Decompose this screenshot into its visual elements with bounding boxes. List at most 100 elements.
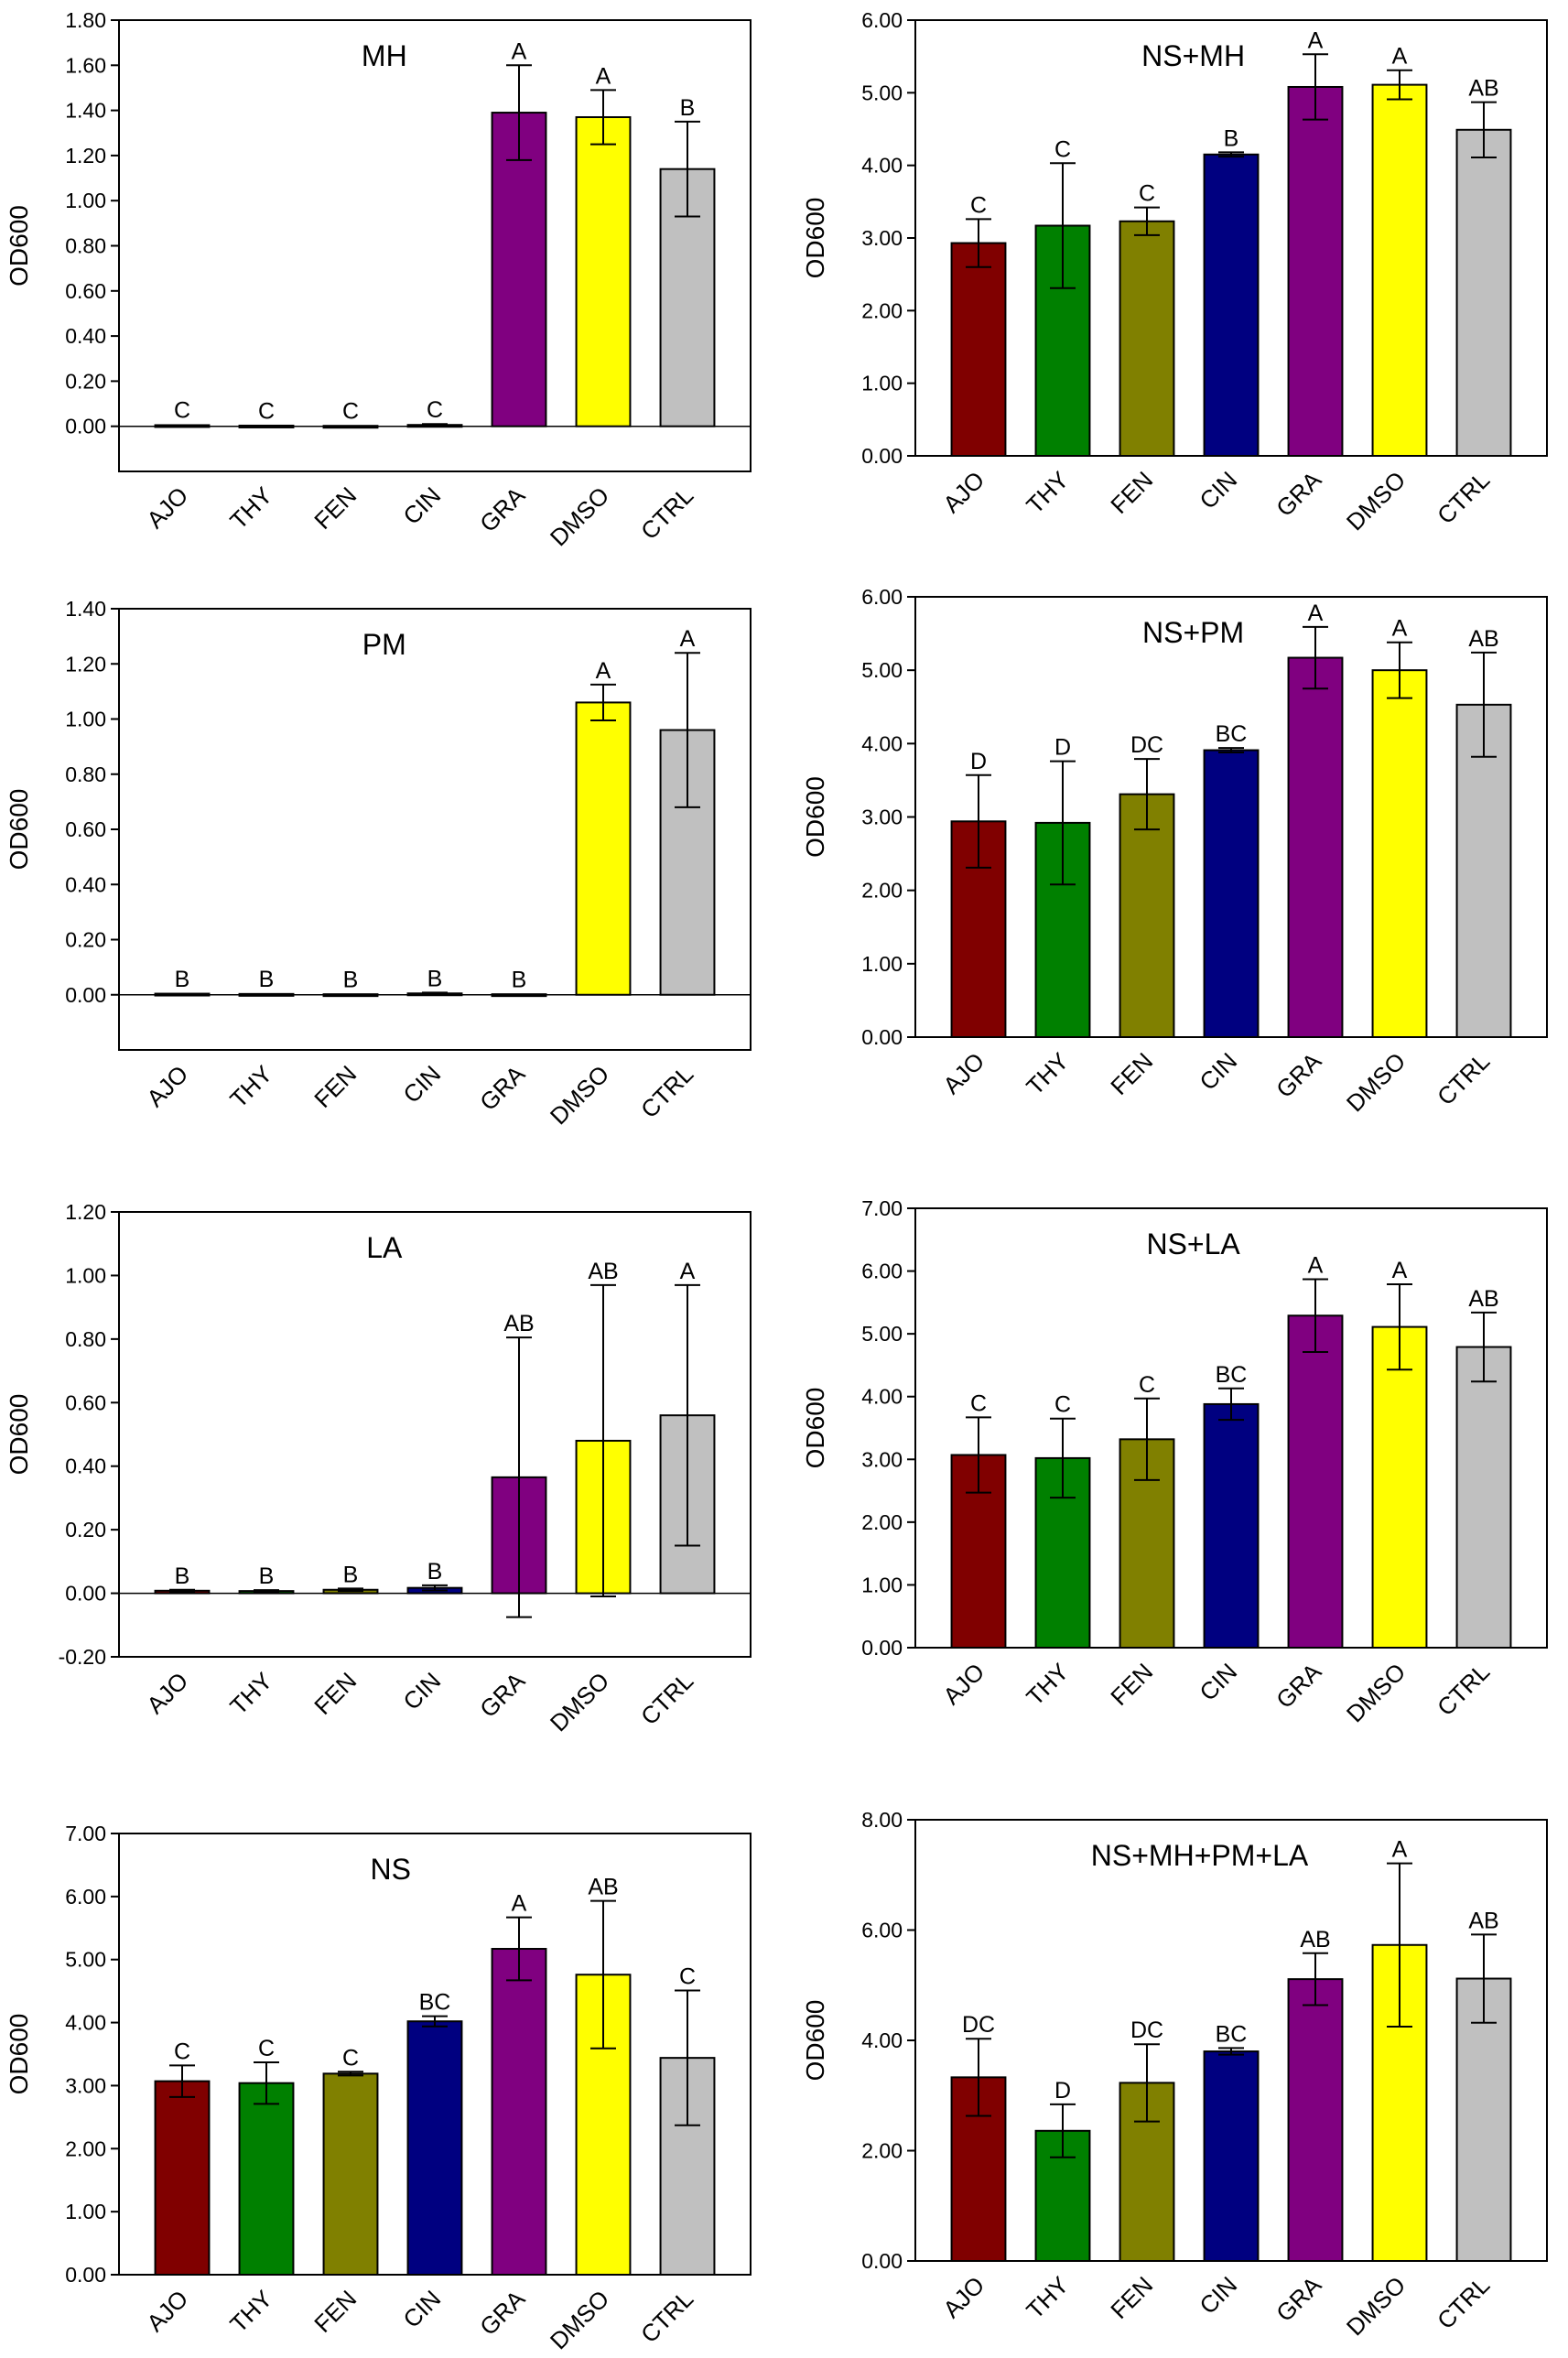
- bar-gra: [491, 993, 547, 998]
- bar-cin: [1203, 2050, 1260, 2263]
- x-tick-label: AJO: [937, 1047, 989, 1099]
- x-tick-label: FEN: [1105, 2271, 1158, 2324]
- x-tick-label: THY: [1021, 466, 1074, 519]
- significance-letter: AB: [1468, 1286, 1498, 1312]
- significance-letter: C: [258, 398, 275, 424]
- chart-panel-ns-mh: 0.00 1.00 2.00 3.00 4.00 5.00 6.00 OD600 NS+MH C A…: [801, 8, 1548, 535]
- x-tick-label: THY: [1021, 1658, 1074, 1711]
- y-tick-label: 1.00: [861, 372, 903, 395]
- y-axis-label: OD600: [801, 2000, 829, 2082]
- y-tick-label: 1.00: [65, 2200, 106, 2223]
- x-tick-label: CTRL: [1432, 466, 1495, 529]
- x-tick-label: FEN: [308, 1667, 362, 1720]
- y-tick-label: 1.00: [65, 1263, 106, 1287]
- significance-letter: BC: [1216, 2021, 1248, 2047]
- y-axis-label: OD600: [5, 789, 33, 871]
- significance-letter: B: [259, 1563, 275, 1589]
- x-tick-label: FEN: [1105, 466, 1158, 519]
- significance-letter: A: [1308, 1252, 1324, 1278]
- y-axis-label: OD600: [801, 776, 829, 858]
- y-tick-label: 4.00: [861, 731, 903, 755]
- chart-title: NS+LA: [1146, 1228, 1240, 1260]
- significance-letter: AB: [503, 1311, 534, 1336]
- significance-letter: DC: [962, 2012, 995, 2038]
- y-tick-label: 0.80: [65, 1327, 106, 1351]
- plot-frame: [118, 1211, 752, 1658]
- significance-letter: A: [680, 1259, 696, 1284]
- chart-panel-mh: 0.00 0.20 0.40 0.60 0.80 1.00 1.20 1.40 1.60 1.80…: [5, 8, 752, 551]
- x-tick-label: THY: [224, 1667, 277, 1720]
- y-tick-label: 0.00: [65, 983, 106, 1007]
- x-tick-label: AJO: [141, 2285, 193, 2337]
- y-tick-label: 0.00: [861, 1025, 903, 1049]
- significance-letter: C: [342, 399, 359, 425]
- bar-dmso: [575, 115, 632, 427]
- x-tick-label: AJO: [141, 1667, 193, 1719]
- x-tick-label: DMSO: [1341, 1658, 1411, 1727]
- x-tick-label: DMSO: [545, 1667, 614, 1736]
- x-tick-label: FEN: [308, 481, 362, 535]
- x-tick-label: THY: [224, 1060, 277, 1113]
- y-tick-label: 4.00: [861, 154, 903, 178]
- x-tick-label: DMSO: [545, 481, 614, 551]
- x-tick-label: CIN: [397, 1667, 446, 1715]
- x-tick-label: DMSO: [1341, 466, 1411, 535]
- y-tick-label: 1.80: [65, 8, 106, 32]
- significance-letter: B: [175, 967, 190, 992]
- bar-fen: [322, 993, 379, 998]
- y-axis-label: OD600: [5, 1394, 33, 1476]
- y-tick-label: 1.60: [65, 53, 106, 77]
- x-tick-label: CTRL: [635, 1060, 698, 1123]
- x-tick-label: AJO: [937, 466, 989, 518]
- bar-gra: [1287, 1314, 1344, 1650]
- bar-ajo: [154, 2080, 211, 2277]
- chart-title: NS+MH+PM+LA: [1091, 1839, 1309, 1872]
- x-tick-label: DMSO: [545, 1060, 614, 1130]
- chart-panel-ns: 0.00 1.00 2.00 3.00 4.00 5.00 6.00 7.00 OD600 NS C…: [5, 1822, 752, 2354]
- x-tick-label: CTRL: [635, 1667, 698, 1730]
- chart-panel-ns-la: 0.00 1.00 2.00 3.00 4.00 5.00 6.00 7.00 OD600 NS+…: [801, 1196, 1548, 1727]
- significance-letter: B: [680, 95, 696, 121]
- y-tick-label: 0.00: [65, 415, 106, 438]
- x-tick-label: AJO: [141, 1060, 193, 1112]
- significance-letter: B: [427, 1559, 443, 1585]
- significance-letter: B: [175, 1563, 190, 1589]
- y-tick-label: 0.00: [861, 2249, 903, 2273]
- x-tick-label: THY: [224, 481, 277, 535]
- significance-letter: DC: [1130, 732, 1163, 758]
- y-tick-label: 3.00: [861, 806, 903, 829]
- x-tick-label: GRA: [1271, 1658, 1327, 1714]
- x-tick-label: FEN: [308, 2285, 362, 2338]
- significance-letter: A: [1308, 27, 1324, 53]
- significance-letter: C: [427, 397, 443, 423]
- bar-fen: [322, 2072, 379, 2276]
- significance-letter: AB: [588, 1259, 618, 1284]
- bar-gra: [491, 112, 547, 427]
- significance-letter: A: [1308, 600, 1324, 626]
- x-tick-label: DMSO: [1341, 2271, 1411, 2341]
- y-tick-label: 0.00: [861, 1636, 903, 1660]
- significance-letter: AB: [1300, 1927, 1330, 1952]
- y-tick-label: 2.00: [861, 298, 903, 322]
- y-tick-label: 6.00: [861, 8, 903, 32]
- x-tick-label: CTRL: [1432, 1658, 1495, 1721]
- y-tick-label: 5.00: [861, 658, 903, 682]
- x-tick-label: AJO: [937, 2271, 989, 2323]
- y-tick-label: 0.60: [65, 1390, 106, 1414]
- y-tick-label: 0.40: [65, 324, 106, 348]
- x-tick-label: GRA: [474, 1060, 531, 1117]
- y-tick-label: 6.00: [861, 1919, 903, 1942]
- significance-letter: C: [1139, 181, 1155, 207]
- x-tick-label: GRA: [1271, 466, 1327, 523]
- chart-title: MH: [362, 39, 407, 72]
- significance-letter: DC: [1130, 2017, 1163, 2043]
- significance-letter: A: [680, 626, 696, 652]
- y-tick-label: 5.00: [65, 1948, 106, 1972]
- bar-dmso: [575, 701, 632, 996]
- significance-letter: D: [1054, 2078, 1071, 2104]
- y-tick-label: 0.60: [65, 817, 106, 841]
- x-tick-label: GRA: [474, 1667, 531, 1724]
- x-tick-label: FEN: [1105, 1047, 1158, 1100]
- x-tick-label: AJO: [937, 1658, 989, 1710]
